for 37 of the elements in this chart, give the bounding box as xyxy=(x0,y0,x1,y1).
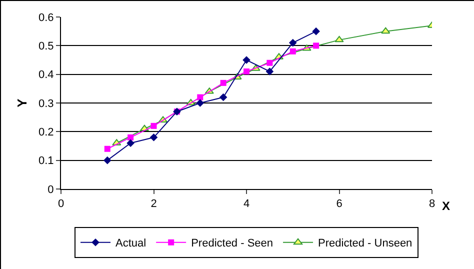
y-tick-label: 0.5 xyxy=(38,40,54,53)
point xyxy=(126,139,134,148)
legend-label: Predicted - Unseen xyxy=(318,238,412,250)
y-tick-label: 0.1 xyxy=(38,155,54,168)
point xyxy=(128,134,134,140)
point xyxy=(220,80,226,86)
y-tick-label: 0 xyxy=(48,184,54,196)
point xyxy=(244,68,250,74)
point xyxy=(266,60,273,66)
x-tick-label: 6 xyxy=(336,198,342,210)
x-tick-label: 2 xyxy=(150,198,157,210)
legend-label: Actual xyxy=(116,238,146,250)
point xyxy=(290,48,296,54)
point xyxy=(381,27,390,34)
point xyxy=(104,146,110,152)
point xyxy=(219,93,228,102)
point xyxy=(150,122,157,129)
point xyxy=(266,68,274,76)
point xyxy=(312,27,320,36)
point xyxy=(197,94,204,100)
point xyxy=(313,42,320,49)
x-tick-label: 0 xyxy=(58,198,64,210)
point xyxy=(242,56,250,64)
point xyxy=(103,156,112,164)
x-tick-label: 4 xyxy=(243,198,250,210)
x-tick-label: 8 xyxy=(428,198,436,210)
point xyxy=(150,134,158,142)
y-tick-label: 0.2 xyxy=(38,126,54,139)
y-tick-label: 0.3 xyxy=(38,98,54,110)
y-tick-label: 0.6 xyxy=(38,12,54,24)
point xyxy=(334,36,344,42)
y-tick-label: 0.4 xyxy=(38,69,54,82)
x-axis-title: X xyxy=(442,199,450,213)
y-axis-title: Y xyxy=(14,98,30,108)
point xyxy=(196,99,204,107)
legend-label: Predicted - Seen xyxy=(191,238,274,250)
point xyxy=(288,38,297,47)
